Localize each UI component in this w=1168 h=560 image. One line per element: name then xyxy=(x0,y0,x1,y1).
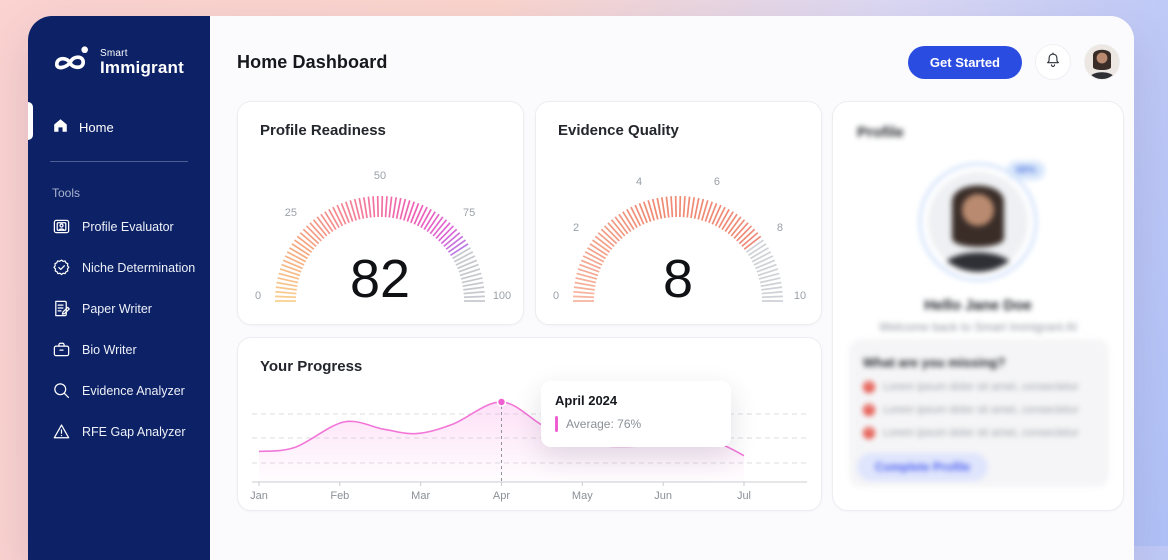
svg-text:0: 0 xyxy=(255,290,261,302)
complete-profile-button[interactable]: Complete Profile xyxy=(857,453,988,481)
active-nav-indicator xyxy=(28,102,33,140)
profile-readiness-gauge: 0 25 50 75 100 82 xyxy=(238,102,523,324)
header-actions: Get Started xyxy=(908,44,1120,80)
sidebar: Smart Immigrant Home Tools Profile Evalu… xyxy=(28,16,210,560)
sidebar-item-evidence-analyzer[interactable]: Evidence Analyzer xyxy=(28,370,210,411)
profile-panel: Profile 68% Hello Jane Doe Welcome ba xyxy=(832,101,1124,511)
missing-items-list: ✕ Lorem ipsum dolor sit amet, consectetur… xyxy=(863,381,1095,439)
svg-text:82: 82 xyxy=(350,249,410,309)
sidebar-item-label: Niche Determination xyxy=(82,261,195,275)
sidebar-item-label: Paper Writer xyxy=(82,302,152,316)
brand-logo: Smart Immigrant xyxy=(28,16,210,83)
error-dot-icon: ✕ xyxy=(863,381,875,393)
sidebar-home-label: Home xyxy=(79,120,114,135)
svg-text:Mar: Mar xyxy=(411,490,430,502)
desktop-background: { "app": { "brand_small": "Smart", "bran… xyxy=(0,0,1168,546)
evidence-quality-gauge: 0 2 4 6 8 10 8 xyxy=(536,102,821,324)
profile-avatar-wrap: 68% xyxy=(919,163,1037,281)
profile-greeting: Hello Jane Doe xyxy=(833,297,1123,314)
missing-section-title: What are you missing? xyxy=(863,355,1095,370)
svg-text:8: 8 xyxy=(777,222,783,234)
id-card-icon xyxy=(52,217,71,236)
brand-text: Smart Immigrant xyxy=(100,48,184,77)
svg-text:100: 100 xyxy=(493,290,511,302)
profile-welcome-text: Welcome back to Smart Immigrant AI xyxy=(833,320,1123,334)
missing-item: ✕ Lorem ipsum dolor sit amet, consectetur xyxy=(863,381,1095,393)
svg-text:8: 8 xyxy=(663,249,693,309)
profile-avatar xyxy=(928,172,1028,272)
briefcase-icon xyxy=(52,340,71,359)
sidebar-item-label: Bio Writer xyxy=(82,343,137,357)
tooltip-series-marker xyxy=(555,416,558,432)
badge-check-icon xyxy=(52,258,71,277)
svg-text:Jul: Jul xyxy=(737,490,751,502)
svg-text:6: 6 xyxy=(714,176,720,188)
sidebar-item-label: Evidence Analyzer xyxy=(82,384,185,398)
svg-text:0: 0 xyxy=(553,290,559,302)
missing-item-text: Lorem ipsum dolor sit amet, consectetur xyxy=(883,381,1079,393)
paper-pen-icon xyxy=(52,299,71,318)
svg-text:4: 4 xyxy=(636,176,642,188)
bell-icon xyxy=(1044,51,1062,74)
svg-text:Apr: Apr xyxy=(493,490,510,502)
profile-panel-title: Profile xyxy=(833,102,1123,141)
sidebar-item-paper-writer[interactable]: Paper Writer xyxy=(28,288,210,329)
get-started-button[interactable]: Get Started xyxy=(908,46,1022,79)
missing-item-text: Lorem ipsum dolor sit amet, consectetur xyxy=(883,427,1079,439)
sidebar-item-bio-writer[interactable]: Bio Writer xyxy=(28,329,210,370)
sidebar-item-niche-determination[interactable]: Niche Determination xyxy=(28,247,210,288)
error-dot-icon: ✕ xyxy=(863,427,875,439)
home-icon xyxy=(52,117,69,137)
page-title: Home Dashboard xyxy=(237,52,387,73)
missing-item: ✕ Lorem ipsum dolor sit amet, consectetur xyxy=(863,404,1095,416)
sidebar-divider xyxy=(50,161,188,162)
profile-avatar-image xyxy=(928,172,1028,272)
missing-item-text: Lorem ipsum dolor sit amet, consectetur xyxy=(883,404,1079,416)
error-dot-icon: ✕ xyxy=(863,404,875,416)
tooltip-title: April 2024 xyxy=(555,393,717,408)
main-content: Home Dashboard Get Started xyxy=(210,16,1134,560)
app-window: Smart Immigrant Home Tools Profile Evalu… xyxy=(28,16,1134,560)
svg-text:10: 10 xyxy=(794,290,806,302)
warning-icon xyxy=(52,422,71,441)
user-avatar[interactable] xyxy=(1084,44,1120,80)
sidebar-tools-heading: Tools xyxy=(52,186,210,200)
svg-text:25: 25 xyxy=(285,207,297,219)
svg-text:Feb: Feb xyxy=(330,490,349,502)
infinity-logo-icon xyxy=(48,42,92,83)
profile-panel-content: Profile 68% Hello Jane Doe Welcome ba xyxy=(833,102,1123,510)
svg-text:75: 75 xyxy=(463,207,475,219)
svg-text:May: May xyxy=(572,490,593,502)
missing-item: ✕ Lorem ipsum dolor sit amet, consectetur xyxy=(863,427,1095,439)
brand-large: Immigrant xyxy=(100,59,184,77)
svg-text:2: 2 xyxy=(573,222,579,234)
svg-text:50: 50 xyxy=(374,170,386,182)
magnifier-icon xyxy=(52,381,71,400)
sidebar-item-profile-evaluator[interactable]: Profile Evaluator xyxy=(28,206,210,247)
sidebar-item-label: RFE Gap Analyzer xyxy=(82,425,186,439)
notifications-button[interactable] xyxy=(1035,44,1071,80)
chart-tooltip: April 2024 Average: 76% xyxy=(541,381,731,447)
sidebar-item-rfe-gap-analyzer[interactable]: RFE Gap Analyzer xyxy=(28,411,210,452)
tooltip-value: Average: 76% xyxy=(566,417,641,431)
sidebar-item-home[interactable]: Home xyxy=(52,117,210,137)
sidebar-item-label: Profile Evaluator xyxy=(82,220,174,234)
tooltip-row: Average: 76% xyxy=(555,416,717,432)
svg-text:Jun: Jun xyxy=(654,490,672,502)
sidebar-tools-list: Profile Evaluator Niche Determination Pape… xyxy=(28,206,210,452)
svg-text:Jan: Jan xyxy=(250,490,268,502)
your-progress-title: Your Progress xyxy=(238,338,821,375)
user-avatar-image xyxy=(1085,45,1119,79)
main-header: Home Dashboard Get Started xyxy=(210,16,1134,80)
your-progress-card: Jan Feb Mar Apr May Jun Jul Your Progress Apri… xyxy=(237,337,822,511)
profile-completion-badge: 68% xyxy=(1007,161,1045,180)
